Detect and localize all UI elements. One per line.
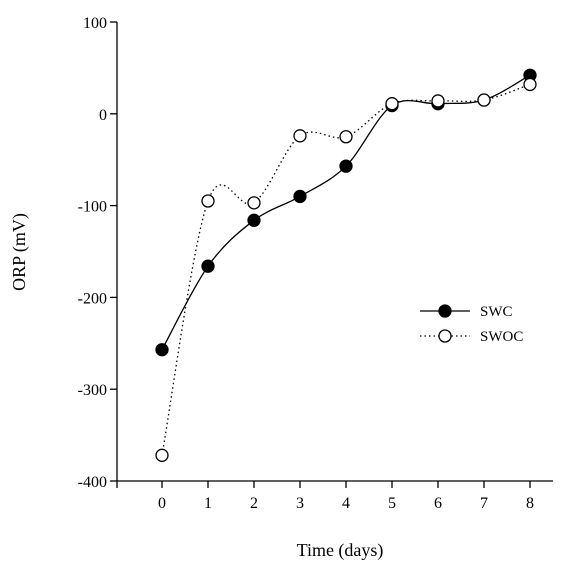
data-point-swc	[339, 159, 353, 173]
x-tick-label: 5	[388, 495, 396, 512]
data-point-swoc	[247, 196, 261, 210]
data-point-swoc	[477, 93, 491, 107]
series-line-swoc	[161, 83, 531, 456]
data-point-swoc	[201, 194, 215, 208]
x-tick-label: 1	[204, 495, 212, 512]
x-tick-label: 7	[480, 495, 488, 512]
data-point-swoc	[431, 94, 445, 108]
legend-marker-swc	[438, 304, 452, 318]
x-tick-label: 0	[158, 495, 166, 512]
x-tick-label: 8	[526, 495, 534, 512]
x-tick-label: 6	[434, 495, 442, 512]
legend-label-swc: SWC	[480, 304, 513, 320]
data-point-swoc	[339, 130, 353, 144]
data-point-swoc	[523, 77, 537, 92]
data-point-swoc	[293, 129, 307, 143]
y-tick-label: 100	[83, 15, 107, 32]
data-point-swoc	[155, 448, 169, 462]
x-tick-label: 3	[296, 495, 304, 512]
axes: 100 0 -100 -200 -300 -400 0 1 2 3 4 5 6 7 8	[78, 15, 553, 512]
x-axis-label: Time (days)	[297, 540, 384, 561]
legend: SWC SWOC	[420, 304, 523, 345]
series-points	[155, 68, 537, 462]
series-line-swc	[161, 74, 531, 351]
y-axis-label: ORP (mV)	[9, 213, 30, 291]
data-point-swc	[293, 189, 307, 204]
legend-marker-swoc	[438, 329, 452, 343]
data-point-swc	[247, 213, 261, 227]
y-tick-label: -300	[78, 382, 107, 399]
data-point-swoc	[385, 97, 399, 111]
y-tick-label: -400	[78, 474, 107, 491]
y-tick-label: -200	[78, 290, 107, 307]
legend-label-swoc: SWOC	[480, 329, 523, 345]
y-tick-label: 0	[99, 107, 107, 124]
data-point-swc	[201, 259, 215, 273]
data-point-swc	[155, 343, 169, 357]
y-tick-label: -100	[78, 199, 107, 216]
x-tick-label: 2	[250, 495, 258, 512]
x-tick-label: 4	[342, 495, 350, 512]
